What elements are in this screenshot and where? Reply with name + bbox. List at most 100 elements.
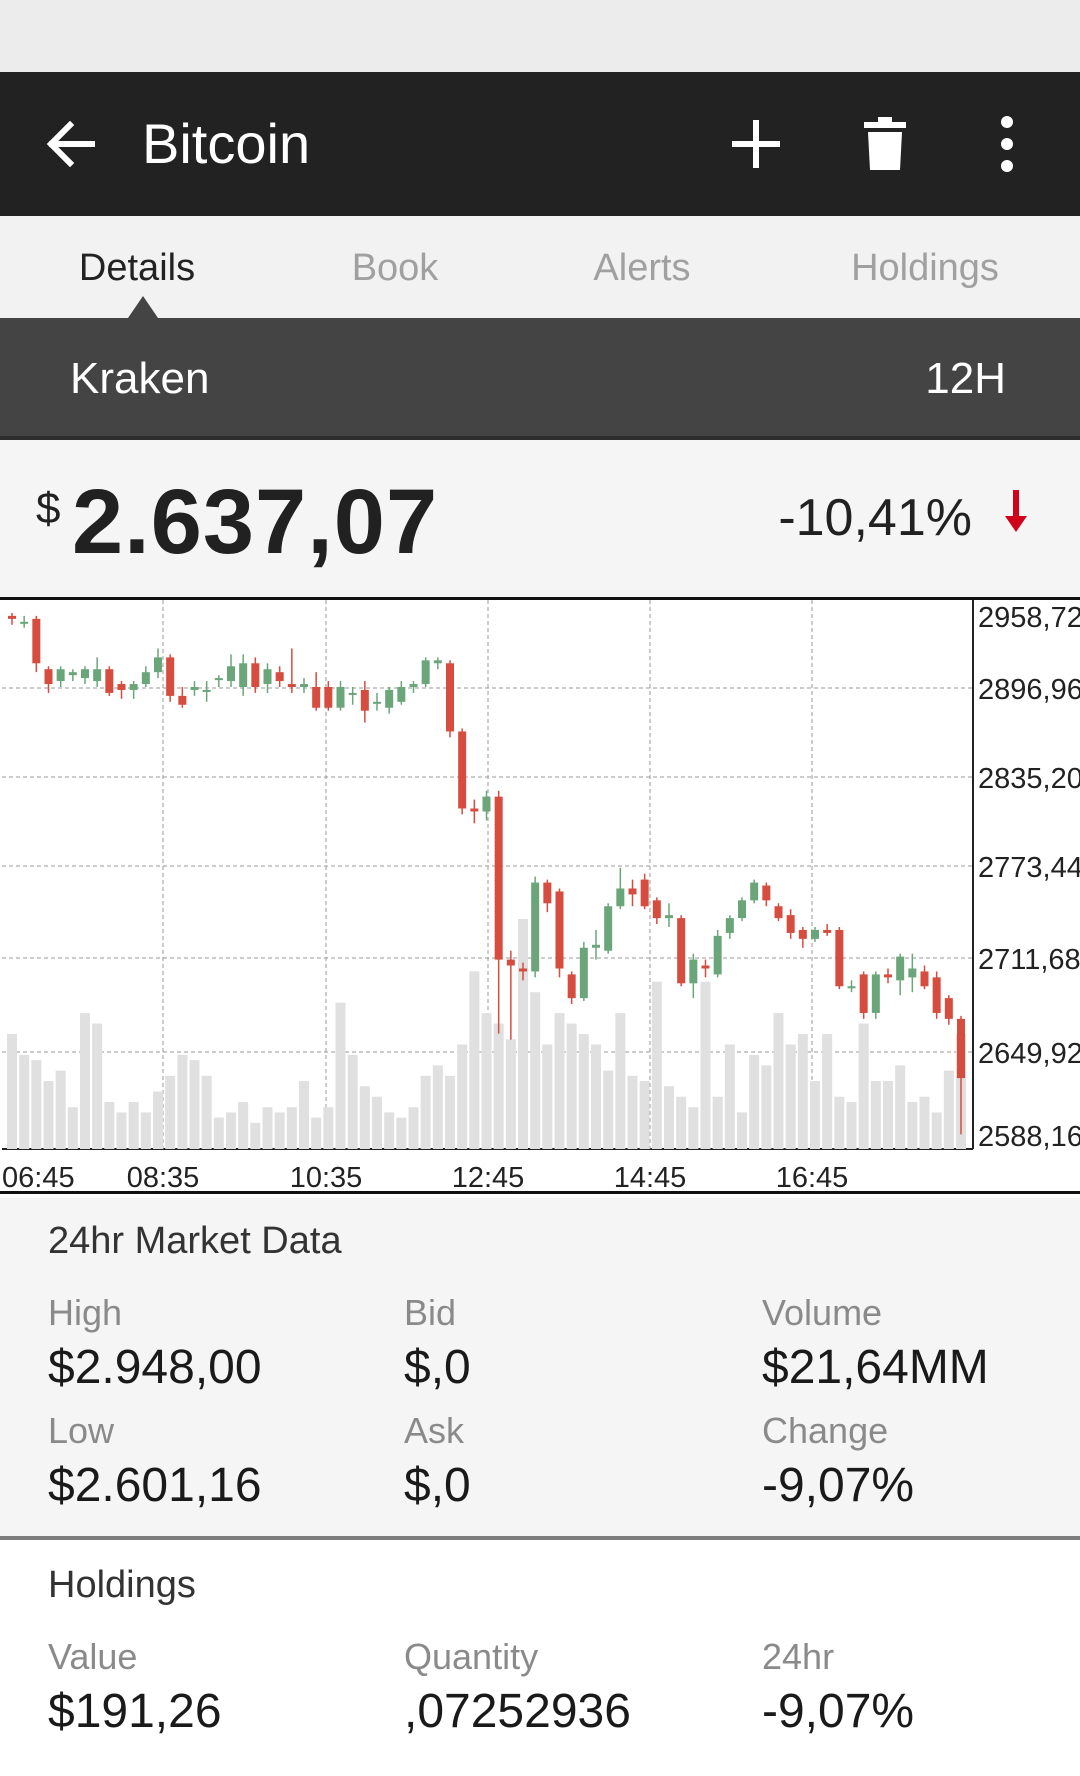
volume-bar [80,1013,90,1149]
ask-label: Ask [404,1410,465,1451]
volume-bar [323,1107,334,1149]
ask-value: $,0 [404,1459,471,1512]
status-bar [0,0,1080,72]
y-tick-label: 2835,20 [978,763,1080,795]
price-chart[interactable]: 2958,72 2896,96 2835,20 2773,44 2711,68 2649,… [0,597,1080,1194]
candle-body [701,965,710,969]
candle-body [555,891,564,969]
candle-body [397,686,406,702]
volume-bar [177,1054,188,1149]
currency-symbol: $ [36,484,61,533]
candle-body [117,684,126,690]
candle-body [762,885,771,901]
volume-bar [238,1101,249,1149]
volume-bar [578,1034,589,1149]
candle-body [932,977,941,1013]
active-tab-indicator [128,296,158,318]
candle-body [738,900,746,919]
y-tick-label: 2649,92 [978,1038,1080,1070]
volume-bar [810,1081,820,1149]
tab-holdings[interactable]: Holdings [851,247,999,289]
volume-bar [250,1122,261,1149]
candle-body [93,669,102,682]
candle-body [567,974,576,999]
candle-body [665,915,673,919]
volume-bar [408,1107,419,1149]
candle-body [202,689,211,692]
volume-bar [554,1013,565,1149]
bid-value: $,0 [404,1341,471,1394]
volume-bar [226,1112,236,1149]
candle-body [628,888,637,895]
candle-body [470,808,479,812]
period-selector[interactable]: 12H [925,354,1006,403]
candle-body [750,882,759,901]
volume-bar [55,1070,66,1149]
candle-body [823,929,832,933]
x-tick-label: 14:45 [614,1162,687,1194]
candle-body [324,686,333,708]
volume-bar [43,1081,54,1149]
candle-body [68,672,77,676]
holdings-panel: Holdings Value $191,26 Quantity ,0725293… [0,1544,1080,1776]
volume-bar [895,1065,906,1149]
volume-bar [274,1112,285,1149]
y-tick-label: 2711,68 [978,944,1080,976]
candle-body [847,986,856,989]
volume-bar [445,1075,455,1149]
candle-body [336,686,345,708]
candle-body [871,974,880,1013]
volume-bar [420,1075,431,1149]
candle-body [786,915,795,933]
volume-bar [834,1096,845,1149]
volume-bar [822,1034,833,1149]
volume-bar [883,1081,893,1149]
tab-book[interactable]: Book [351,247,439,289]
candle-body [652,900,661,919]
x-tick-label: 08:35 [127,1162,200,1194]
high-label: High [48,1292,123,1333]
candle-body [458,731,467,809]
add-icon[interactable] [724,112,788,176]
candle-body [44,669,53,685]
volume-bar [773,1013,784,1149]
volume-bar [749,1054,760,1149]
more-vertical-icon[interactable] [975,112,1039,176]
candle-body [531,882,540,972]
x-tick-label: 16:45 [776,1162,849,1194]
volume-bar [189,1060,200,1149]
down-arrow-icon [1005,490,1027,532]
candle-body [409,684,418,687]
volume-bar [347,1054,358,1149]
volume-bar [359,1086,370,1149]
volume-bar [566,1023,577,1149]
volume-bar [104,1101,115,1149]
candle-body [616,888,625,907]
holding-value: $191,26 [48,1685,222,1738]
market-data-title: 24hr Market Data [48,1220,342,1262]
candle-body [385,689,394,708]
candle-body [896,956,905,981]
bid-label: Bid [404,1292,457,1333]
candle-body [214,678,223,681]
volume-bar [201,1075,212,1149]
change-label: Change [762,1410,889,1451]
holdings-title: Holdings [48,1564,196,1606]
volume-bar [213,1117,224,1149]
volume-bar [457,1044,468,1149]
tab-bar: Details Book Alerts Holdings [0,216,1080,318]
holding-24hr-label: 24hr [762,1636,835,1677]
candle-body [884,974,892,978]
exchange-selector[interactable]: Kraken 12H [0,318,1080,440]
volume-bar [128,1101,139,1149]
volume-bar [432,1065,443,1149]
tab-details[interactable]: Details [78,247,196,289]
back-arrow-icon[interactable] [40,112,104,176]
tab-alerts[interactable]: Alerts [593,247,691,289]
candlestick-chart[interactable]: 2958,72 2896,96 2835,20 2773,44 2711,68 2649,… [0,597,1080,1194]
y-tick-label: 2958,72 [978,602,1080,634]
candle-body [300,684,308,687]
candle-body [348,692,357,695]
trash-icon[interactable] [853,112,917,176]
candle-body [640,879,649,907]
